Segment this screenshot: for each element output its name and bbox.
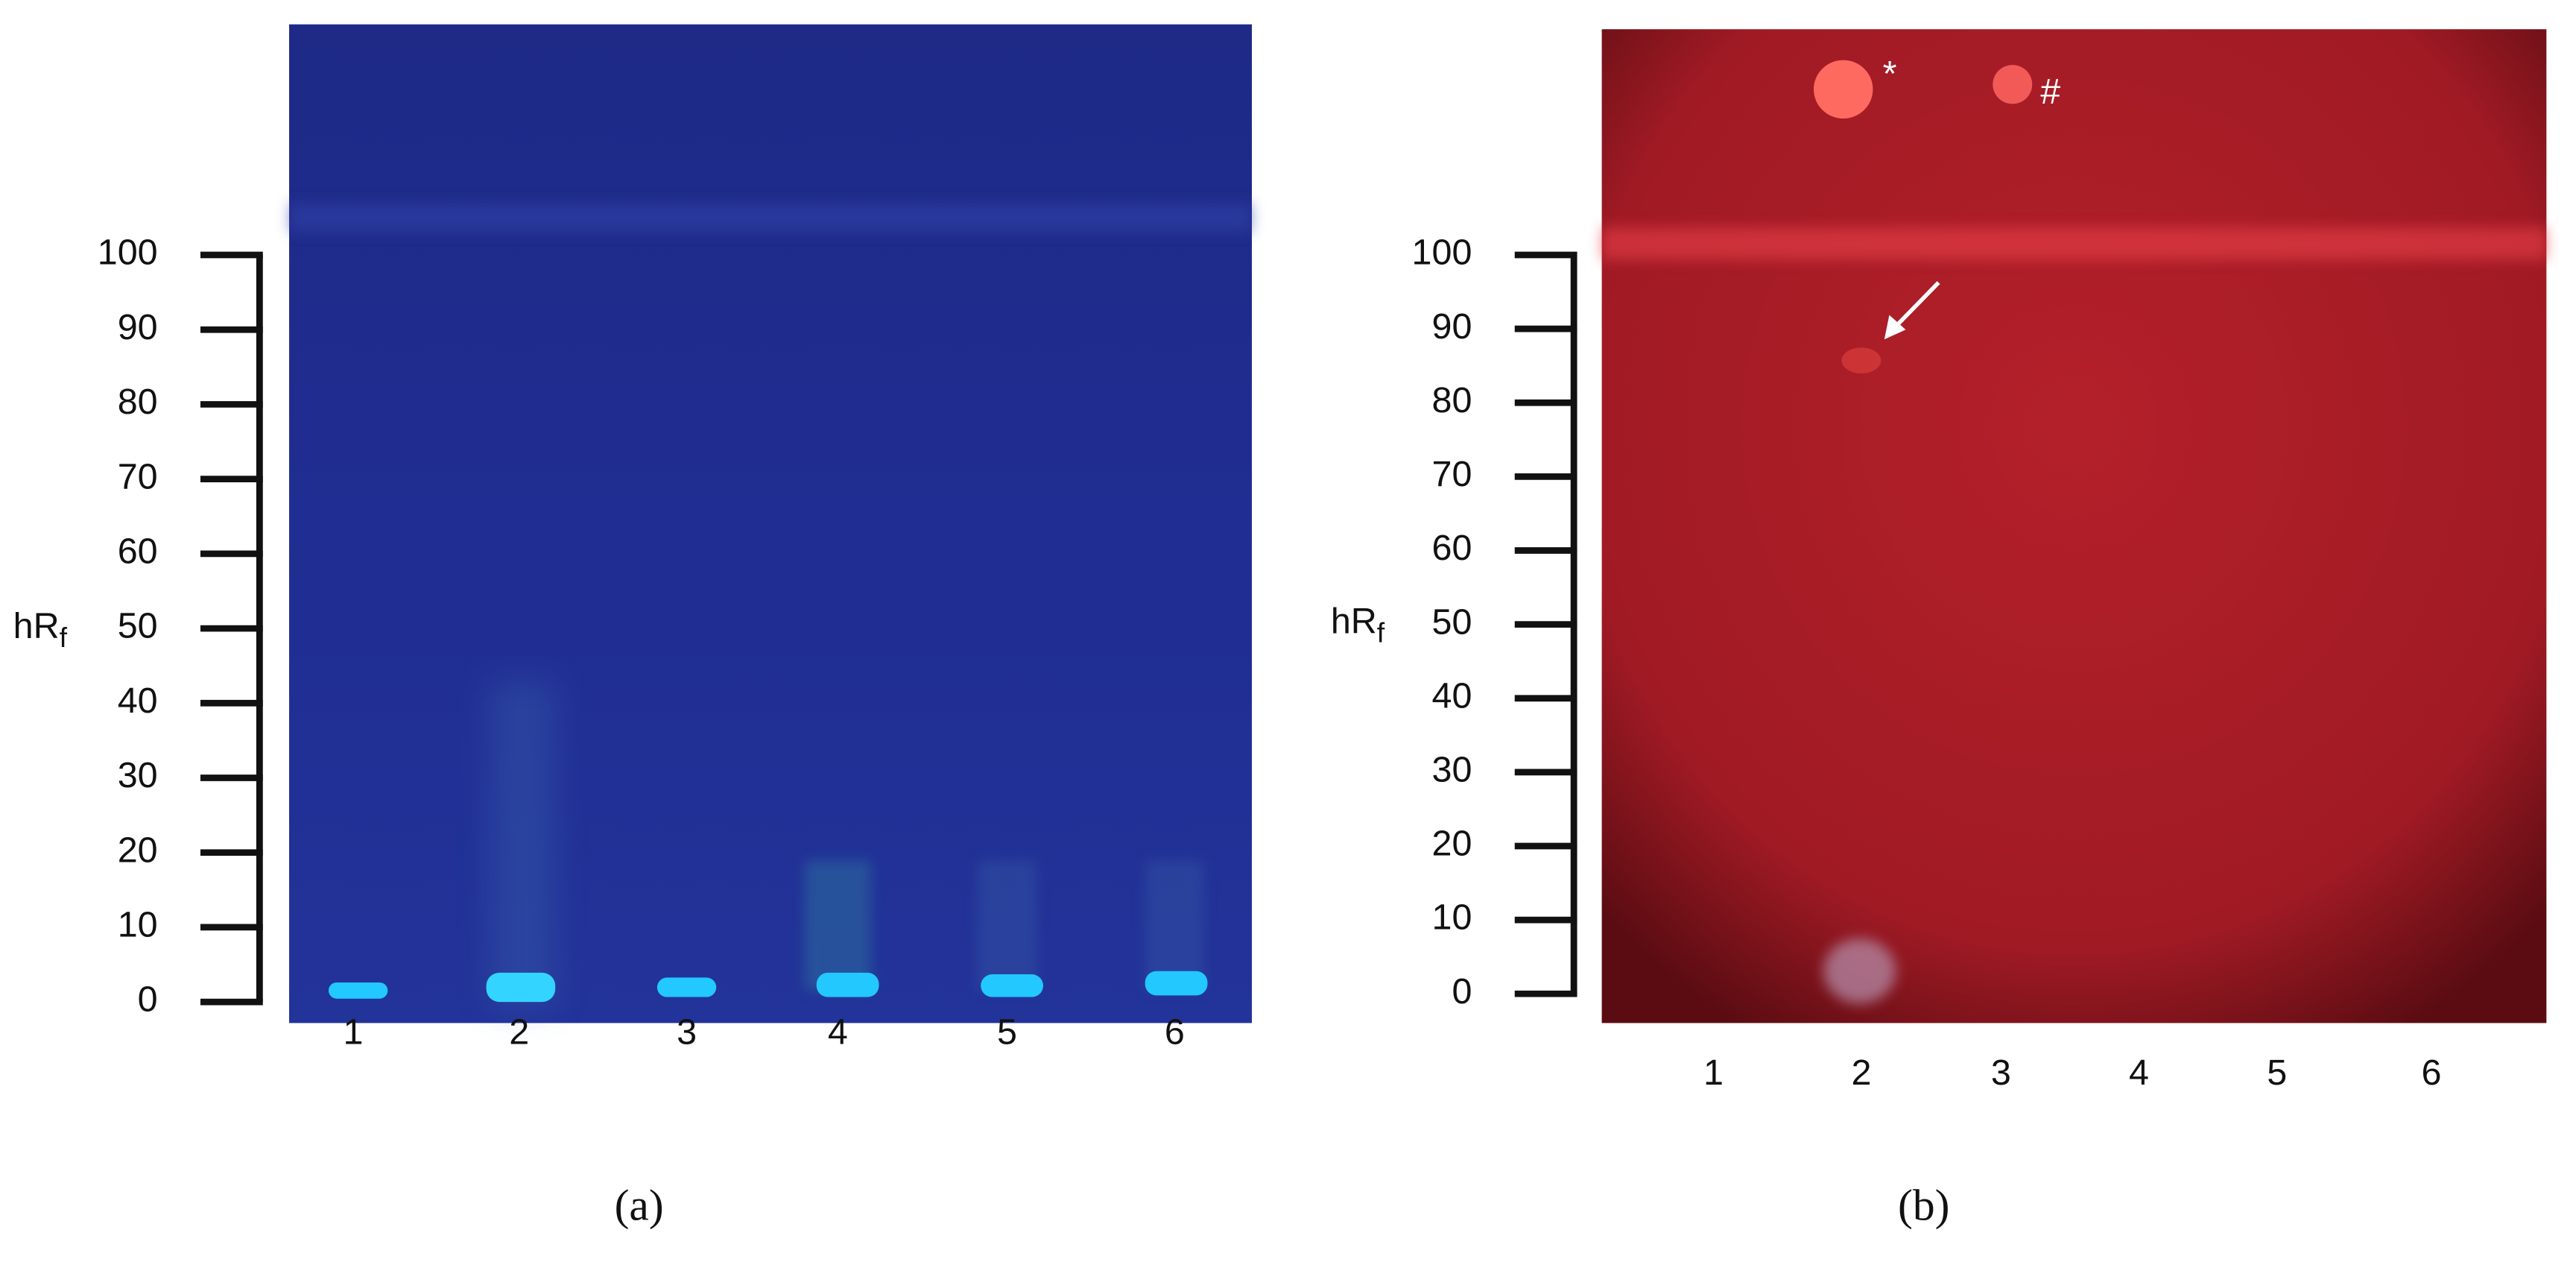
annotation: * <box>1883 54 1897 94</box>
tick-label: 100 <box>98 233 158 273</box>
tick-label: 40 <box>118 681 158 721</box>
tick-label: 20 <box>1431 824 1472 864</box>
spot <box>816 972 879 997</box>
lane-label: 4 <box>828 1012 848 1053</box>
tick-label: 0 <box>138 979 158 1020</box>
spot <box>656 977 717 997</box>
lane-label: 2 <box>509 1012 529 1053</box>
solvent-front <box>289 203 1252 233</box>
tick-label: 60 <box>1431 528 1472 568</box>
arrow <box>1890 281 1940 332</box>
plate-background <box>1601 29 2547 1023</box>
lane-label: 5 <box>997 1012 1017 1053</box>
tick-label: 90 <box>1431 306 1472 347</box>
tick-label: 10 <box>1431 898 1472 938</box>
tick-label: 50 <box>1431 602 1472 643</box>
tick-label: 80 <box>1431 380 1472 420</box>
tick-label: 40 <box>1431 676 1472 716</box>
plate-b <box>1601 29 2547 1023</box>
lane-label: 6 <box>2421 1053 2441 1093</box>
axis-label: hRf <box>1331 601 1385 648</box>
tick-label: 70 <box>1431 454 1472 494</box>
plate-background <box>289 24 1252 1023</box>
tick-label: 70 <box>118 457 158 497</box>
panel-label: (b) <box>1898 1181 1949 1230</box>
tick-label: 20 <box>118 830 158 871</box>
spot <box>1814 60 1873 119</box>
axis-label-sub: f <box>1377 617 1385 649</box>
lane-label: 3 <box>1991 1053 2011 1093</box>
tick-label: 50 <box>118 606 158 646</box>
streak <box>1145 860 1205 991</box>
tick-label: 60 <box>118 531 158 572</box>
streak <box>977 860 1037 991</box>
lane-label: 1 <box>344 1012 364 1053</box>
streak <box>805 860 871 991</box>
lane-label: 1 <box>1703 1053 1724 1093</box>
spot <box>981 974 1043 997</box>
lane-label: 5 <box>2267 1053 2287 1093</box>
streak <box>490 681 556 1007</box>
axis-label-main: hR <box>1331 601 1377 641</box>
tick-label: 10 <box>118 905 158 945</box>
lane-label: 3 <box>677 1012 697 1053</box>
plate-a <box>289 24 1252 1023</box>
axis-label: hRf <box>13 606 68 653</box>
spot <box>1841 347 1882 374</box>
tick-label: 30 <box>118 755 158 795</box>
tick-label: 100 <box>1412 233 1472 273</box>
spot <box>1823 939 1896 1004</box>
lane-label: 2 <box>1851 1053 1871 1093</box>
panel-label: (a) <box>615 1181 664 1230</box>
solvent-front <box>1601 227 2547 260</box>
tick-label: 90 <box>118 307 158 347</box>
axis-label-sub: f <box>60 622 68 653</box>
annotation: # <box>2040 72 2060 112</box>
lane-label: 6 <box>1165 1012 1185 1053</box>
spot <box>1993 65 2033 104</box>
spot <box>328 982 388 999</box>
tick-label: 0 <box>1452 971 1472 1012</box>
lane-label: 4 <box>2129 1053 2149 1093</box>
tick-label: 30 <box>1431 750 1472 790</box>
tick-label: 80 <box>118 382 158 422</box>
spot <box>1145 971 1208 996</box>
arrow-head <box>1884 315 1906 340</box>
axis-label-main: hR <box>13 606 60 646</box>
spot <box>486 972 556 1003</box>
